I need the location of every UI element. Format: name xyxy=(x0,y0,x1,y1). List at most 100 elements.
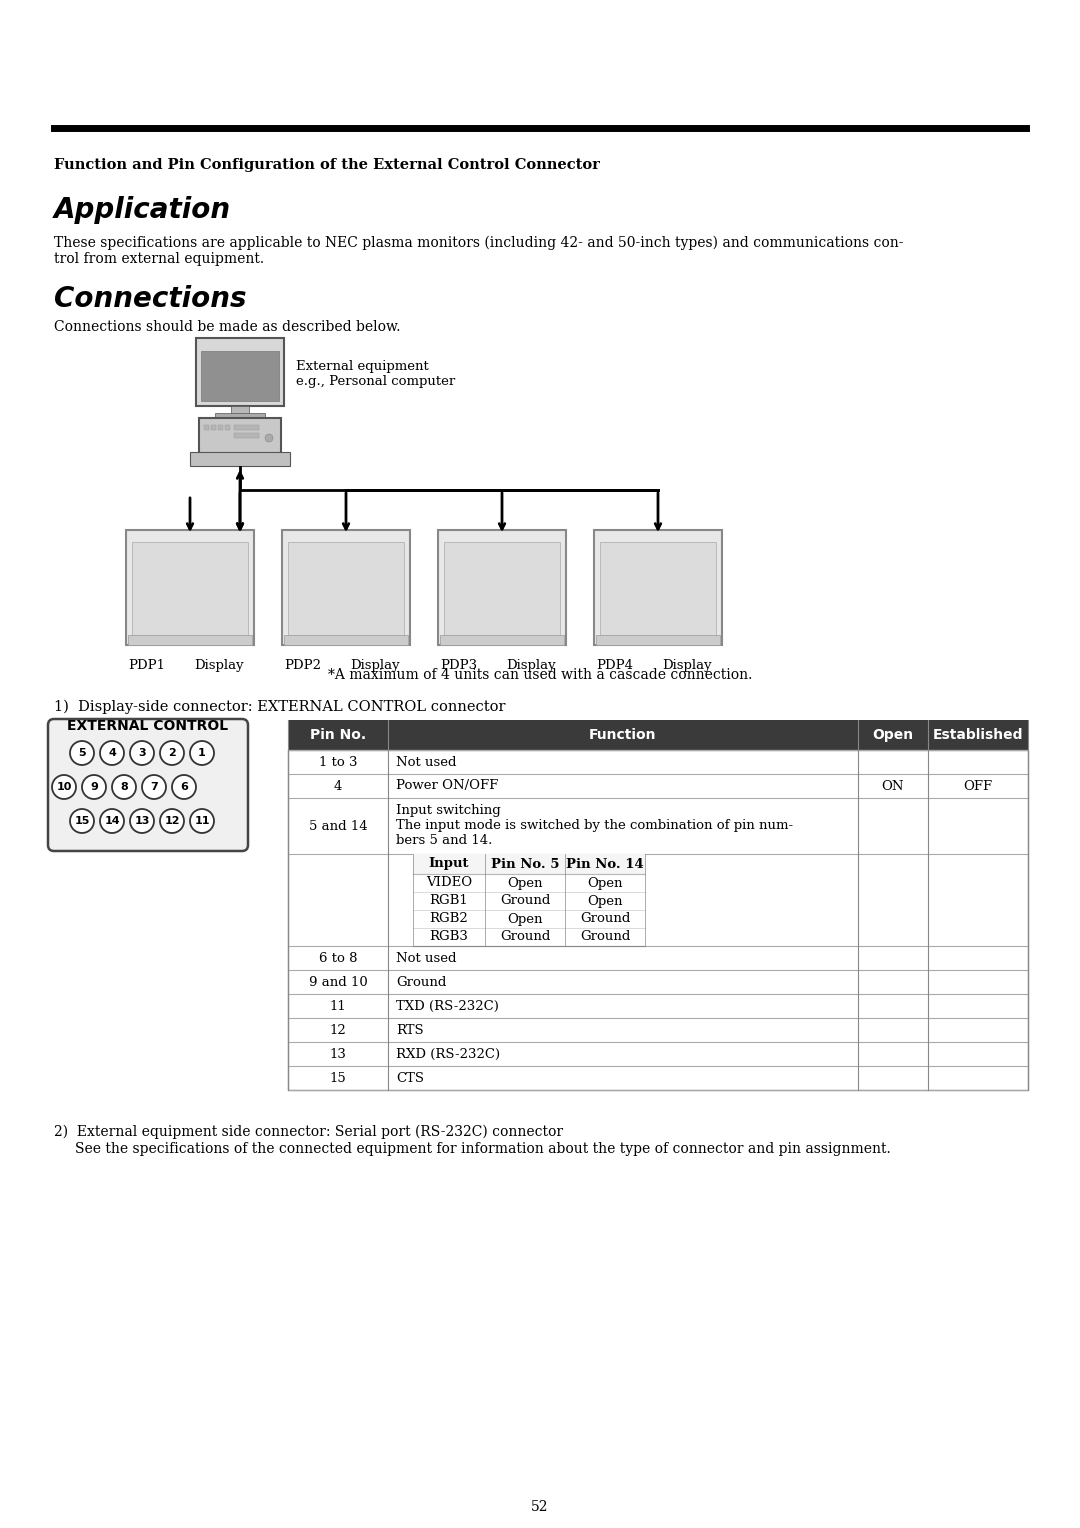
Circle shape xyxy=(52,775,76,799)
Text: These specifications are applicable to NEC plasma monitors (including 42- and 50: These specifications are applicable to N… xyxy=(54,235,904,251)
Bar xyxy=(288,542,404,639)
Text: 5 and 14: 5 and 14 xyxy=(309,819,367,833)
Bar xyxy=(126,530,254,645)
Text: Pin No.: Pin No. xyxy=(310,727,366,743)
Circle shape xyxy=(141,775,166,799)
Bar xyxy=(211,425,216,429)
Bar xyxy=(438,530,566,645)
Bar xyxy=(234,425,259,429)
Text: Ground: Ground xyxy=(580,931,631,943)
Circle shape xyxy=(160,808,184,833)
Text: 4: 4 xyxy=(334,779,342,793)
Text: 13: 13 xyxy=(329,1048,347,1060)
Text: 12: 12 xyxy=(329,1024,347,1036)
Circle shape xyxy=(70,741,94,766)
Bar xyxy=(231,406,249,414)
Bar xyxy=(288,970,1028,995)
Text: RGB3: RGB3 xyxy=(430,931,469,943)
Text: Function and Pin Configuration of the External Control Connector: Function and Pin Configuration of the Ex… xyxy=(54,157,599,173)
Text: Display: Display xyxy=(350,659,400,672)
Text: 13: 13 xyxy=(134,816,150,827)
Text: PDP3: PDP3 xyxy=(440,659,477,672)
Text: Not used: Not used xyxy=(396,952,457,964)
Text: TXD (RS-232C): TXD (RS-232C) xyxy=(396,999,499,1013)
Text: 9: 9 xyxy=(90,782,98,792)
Bar xyxy=(215,413,265,419)
Bar xyxy=(234,432,259,439)
Text: Open: Open xyxy=(508,912,543,926)
Circle shape xyxy=(190,808,214,833)
Text: Established: Established xyxy=(933,727,1023,743)
Text: Ground: Ground xyxy=(500,931,550,943)
Bar xyxy=(218,425,222,429)
Bar xyxy=(288,854,1028,946)
Text: 5: 5 xyxy=(78,749,85,758)
Text: Display: Display xyxy=(507,659,555,672)
Text: RGB2: RGB2 xyxy=(430,912,469,926)
Text: ON: ON xyxy=(881,779,904,793)
Text: The input mode is switched by the combination of pin num-: The input mode is switched by the combin… xyxy=(396,819,793,833)
Text: PDP4: PDP4 xyxy=(596,659,633,672)
Text: 14: 14 xyxy=(104,816,120,827)
Circle shape xyxy=(265,434,273,442)
Text: Power ON/OFF: Power ON/OFF xyxy=(396,779,498,793)
Bar xyxy=(288,1018,1028,1042)
Text: 3: 3 xyxy=(138,749,146,758)
Bar xyxy=(288,750,1028,775)
Text: 11: 11 xyxy=(329,999,347,1013)
Text: 52: 52 xyxy=(531,1500,549,1514)
Circle shape xyxy=(112,775,136,799)
Text: VIDEO: VIDEO xyxy=(426,877,472,889)
Text: Not used: Not used xyxy=(396,755,457,769)
Circle shape xyxy=(82,775,106,799)
Text: Function: Function xyxy=(590,727,657,743)
Bar xyxy=(284,636,408,645)
Circle shape xyxy=(70,808,94,833)
Circle shape xyxy=(100,741,124,766)
Text: 10: 10 xyxy=(56,782,71,792)
Bar xyxy=(132,542,248,639)
Text: bers 5 and 14.: bers 5 and 14. xyxy=(396,834,492,847)
Text: Ground: Ground xyxy=(396,975,446,989)
Text: External equipment: External equipment xyxy=(296,361,429,373)
Text: RTS: RTS xyxy=(396,1024,423,1036)
Text: 6 to 8: 6 to 8 xyxy=(319,952,357,964)
Bar xyxy=(204,425,210,429)
Text: OFF: OFF xyxy=(963,779,993,793)
Circle shape xyxy=(100,808,124,833)
Text: 12: 12 xyxy=(164,816,179,827)
Text: 2)  External equipment side connector: Serial port (RS-232C) connector: 2) External equipment side connector: Se… xyxy=(54,1125,563,1140)
Text: EXTERNAL CONTROL: EXTERNAL CONTROL xyxy=(67,720,229,733)
Bar xyxy=(288,1042,1028,1067)
Text: *A maximum of 4 units can used with a cascade connection.: *A maximum of 4 units can used with a ca… xyxy=(328,668,752,681)
Circle shape xyxy=(160,741,184,766)
Text: Connections should be made as described below.: Connections should be made as described … xyxy=(54,319,401,335)
Text: Display: Display xyxy=(662,659,712,672)
Bar xyxy=(225,425,230,429)
Text: Input switching: Input switching xyxy=(396,804,501,817)
Text: 15: 15 xyxy=(75,816,90,827)
Text: Open: Open xyxy=(508,877,543,889)
Text: Display: Display xyxy=(194,659,244,672)
Text: 2: 2 xyxy=(168,749,176,758)
Text: Open: Open xyxy=(588,877,623,889)
Bar xyxy=(594,530,723,645)
Text: 7: 7 xyxy=(150,782,158,792)
Bar xyxy=(600,542,716,639)
Text: Ground: Ground xyxy=(580,912,631,926)
Bar xyxy=(129,636,252,645)
Text: Pin No. 5: Pin No. 5 xyxy=(490,857,559,871)
Circle shape xyxy=(190,741,214,766)
Circle shape xyxy=(130,741,154,766)
Text: 1 to 3: 1 to 3 xyxy=(319,755,357,769)
Text: Pin No. 14: Pin No. 14 xyxy=(566,857,644,871)
Text: CTS: CTS xyxy=(396,1071,424,1085)
Text: 8: 8 xyxy=(120,782,127,792)
Text: trol from external equipment.: trol from external equipment. xyxy=(54,252,265,266)
Text: Open: Open xyxy=(873,727,914,743)
Text: Ground: Ground xyxy=(500,894,550,908)
Text: 6: 6 xyxy=(180,782,188,792)
Text: 11: 11 xyxy=(194,816,210,827)
Text: 4: 4 xyxy=(108,749,116,758)
Bar xyxy=(288,750,1028,1089)
